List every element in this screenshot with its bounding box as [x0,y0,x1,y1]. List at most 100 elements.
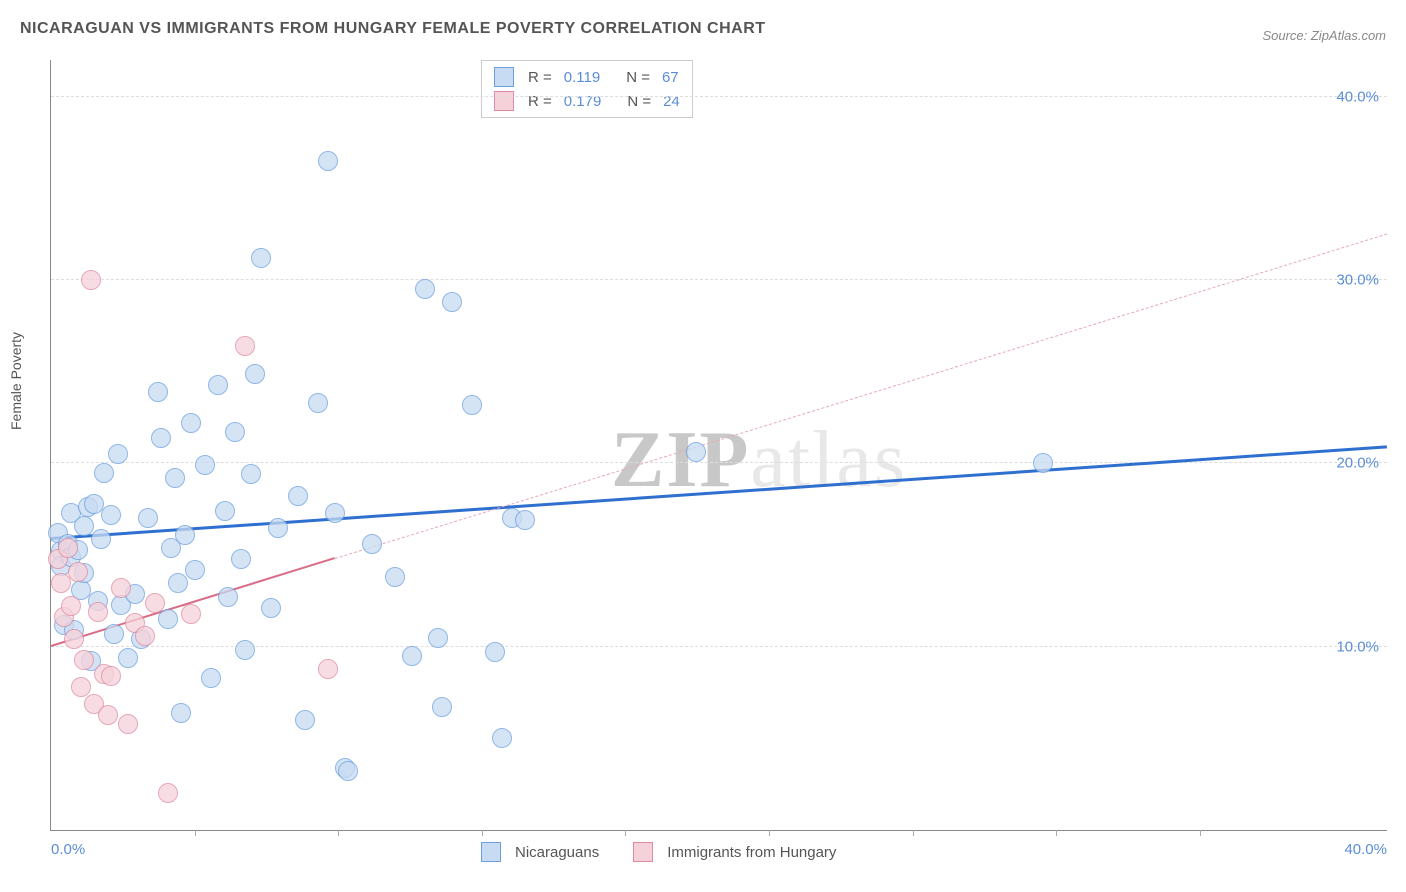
data-point [68,562,88,582]
data-point [231,549,251,569]
data-point [165,468,185,488]
data-point [64,629,84,649]
y-tick-label: 10.0% [1336,638,1379,655]
x-minor-tick [1056,830,1057,836]
data-point [245,364,265,384]
watermark-light: atlas [750,416,907,504]
data-point [402,646,422,666]
data-point [308,393,328,413]
x-tick-label: 0.0% [51,841,85,858]
data-point [158,783,178,803]
data-point [91,529,111,549]
data-point [138,508,158,528]
data-point [61,596,81,616]
data-point [318,151,338,171]
data-point [318,659,338,679]
data-point [261,598,281,618]
data-point [268,518,288,538]
data-point [485,642,505,662]
data-point [215,501,235,521]
data-point [151,428,171,448]
legend-R-value: 0.119 [564,69,600,86]
data-point [175,525,195,545]
data-point [71,677,91,697]
y-tick-label: 20.0% [1336,455,1379,472]
data-point [295,710,315,730]
x-minor-tick [913,830,914,836]
data-point [362,534,382,554]
legend-N-label: N = [626,69,650,86]
data-point [218,587,238,607]
gridline-horizontal [51,96,1387,97]
gridline-horizontal [51,462,1387,463]
watermark: ZIPatlas [611,415,907,506]
data-point [338,761,358,781]
legend-series-label: Nicaraguans [515,844,599,861]
data-point [201,668,221,688]
data-point [135,626,155,646]
chart-title: NICARAGUAN VS IMMIGRANTS FROM HUNGARY FE… [20,20,766,38]
x-minor-tick [1200,830,1201,836]
data-point [235,336,255,356]
legend-swatch [633,842,653,862]
data-point [181,413,201,433]
data-point [462,395,482,415]
data-point [442,292,462,312]
data-point [94,463,114,483]
data-point [325,503,345,523]
data-point [208,375,228,395]
data-point [432,697,452,717]
data-point [108,444,128,464]
legend-series-label: Immigrants from Hungary [667,844,836,861]
data-point [81,270,101,290]
x-minor-tick [625,830,626,836]
data-point [185,560,205,580]
legend-N-value: 67 [662,69,679,86]
legend-R-label: R = [528,69,552,86]
y-tick-label: 30.0% [1336,272,1379,289]
data-point [686,442,706,462]
data-point [88,602,108,622]
x-minor-tick [338,830,339,836]
gridline-horizontal [51,279,1387,280]
plot-area: ZIPatlas R =0.119N =67R =0.179N =24 Nica… [50,60,1387,831]
data-point [74,650,94,670]
x-minor-tick [195,830,196,836]
legend-swatch [481,842,501,862]
data-point [145,593,165,613]
bottom-legend: Nicaraguans Immigrants from Hungary [481,842,856,862]
data-point [225,422,245,442]
data-point [98,705,118,725]
data-point [58,538,78,558]
data-point [101,666,121,686]
y-axis-label: Female Poverty [8,332,24,430]
x-tick-label: 40.0% [1344,841,1387,858]
stats-legend: R = 0.119 N = 67 R =0.179N =24 [481,60,693,118]
data-point [241,464,261,484]
data-point [111,578,131,598]
data-point [118,714,138,734]
data-point [385,567,405,587]
x-minor-tick [769,830,770,836]
data-point [101,505,121,525]
data-point [158,609,178,629]
trend-line [335,233,1387,558]
data-point [288,486,308,506]
legend-swatch [494,91,514,111]
legend-stat-row: R = 0.119 N = 67 [494,65,680,89]
data-point [171,703,191,723]
legend-stat-row: R =0.179N =24 [494,89,680,113]
data-point [415,279,435,299]
data-point [118,648,138,668]
x-minor-tick [482,830,483,836]
data-point [428,628,448,648]
data-point [195,455,215,475]
data-point [104,624,124,644]
data-point [235,640,255,660]
data-point [148,382,168,402]
legend-swatch [494,67,514,87]
y-tick-label: 40.0% [1336,88,1379,105]
data-point [1033,453,1053,473]
data-point [515,510,535,530]
data-point [251,248,271,268]
